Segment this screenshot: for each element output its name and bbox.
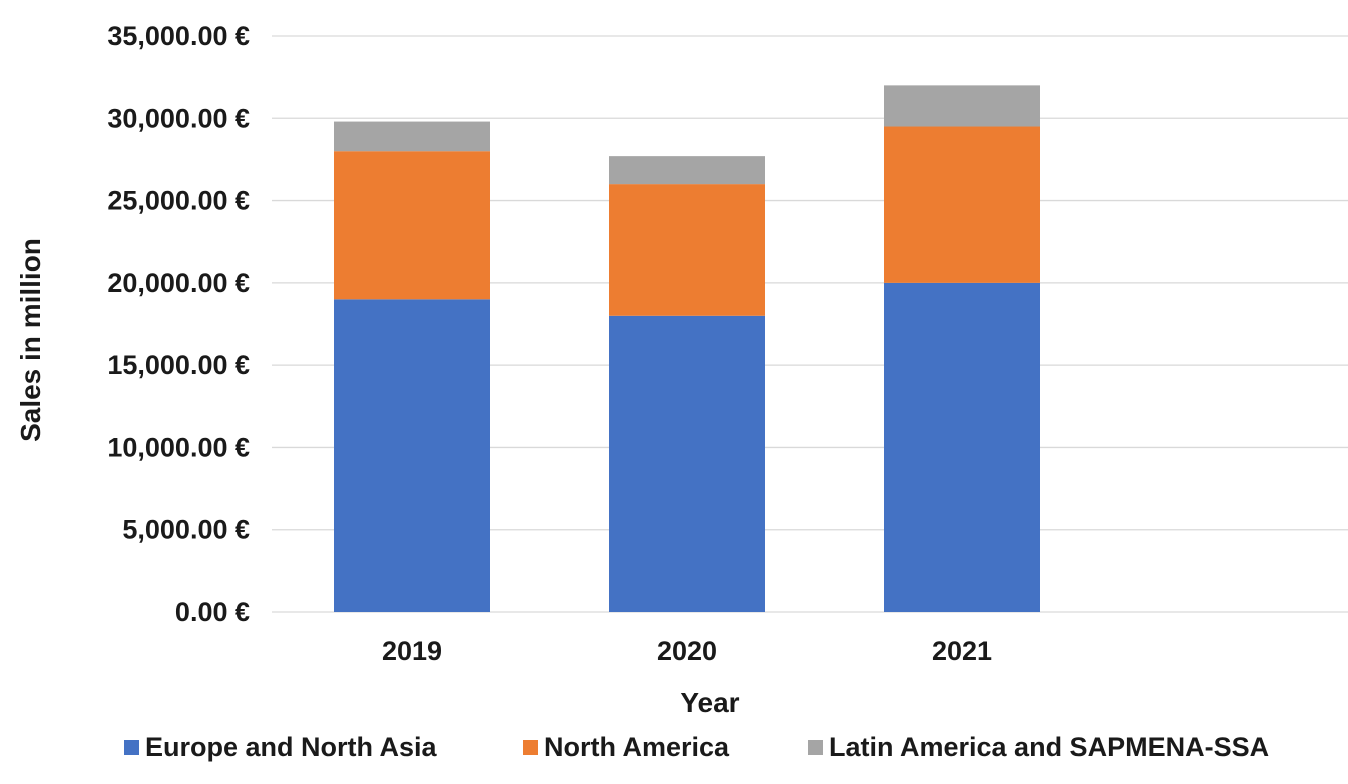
legend-label: Latin America and SAPMENA-SSA bbox=[829, 732, 1269, 762]
x-tick-label: 2020 bbox=[657, 636, 717, 666]
y-tick-label: 5,000.00 € bbox=[122, 515, 250, 545]
bar-segment-latin-america-and-sapmena-ssa-2019 bbox=[334, 121, 490, 152]
legend-item: Latin America and SAPMENA-SSA bbox=[808, 732, 1269, 762]
y-axis-title: Sales in million bbox=[15, 238, 46, 442]
y-axis-ticks: 0.00 € 5,000.00 € 10,000.00 € 15,000.00 € 20… bbox=[107, 21, 250, 627]
legend-item: North America bbox=[523, 732, 730, 762]
legend-label: North America bbox=[544, 732, 730, 762]
bar-segment-europe-and-north-asia-2019 bbox=[334, 299, 490, 612]
legend-swatch bbox=[124, 740, 139, 755]
x-axis-title: Year bbox=[680, 687, 739, 718]
bar-segment-europe-and-north-asia-2020 bbox=[609, 315, 765, 612]
y-tick-label: 0.00 € bbox=[175, 597, 250, 627]
x-tick-label: 2021 bbox=[932, 636, 992, 666]
x-tick-label: 2019 bbox=[382, 636, 442, 666]
bar-segment-latin-america-and-sapmena-ssa-2020 bbox=[609, 156, 765, 185]
bars bbox=[334, 85, 1040, 612]
legend-item: Europe and North Asia bbox=[124, 732, 438, 762]
legend-swatch bbox=[808, 740, 823, 755]
x-axis-ticks: 2019 2020 2021 bbox=[382, 636, 992, 666]
bar-segment-north-america-2021 bbox=[884, 126, 1040, 283]
bar-segment-europe-and-north-asia-2021 bbox=[884, 282, 1040, 612]
y-tick-label: 15,000.00 € bbox=[107, 350, 250, 380]
bar-segment-north-america-2019 bbox=[334, 151, 490, 300]
legend-label: Europe and North Asia bbox=[145, 732, 438, 762]
y-tick-label: 30,000.00 € bbox=[107, 103, 250, 133]
bar-segment-latin-america-and-sapmena-ssa-2021 bbox=[884, 85, 1040, 127]
y-tick-label: 10,000.00 € bbox=[107, 432, 250, 462]
legend-swatch bbox=[523, 740, 538, 755]
y-tick-label: 25,000.00 € bbox=[107, 186, 250, 216]
bar-segment-north-america-2020 bbox=[609, 184, 765, 316]
y-tick-label: 20,000.00 € bbox=[107, 268, 250, 298]
y-tick-label: 35,000.00 € bbox=[107, 21, 250, 51]
legend: Europe and North Asia North America Latin … bbox=[124, 732, 1269, 762]
